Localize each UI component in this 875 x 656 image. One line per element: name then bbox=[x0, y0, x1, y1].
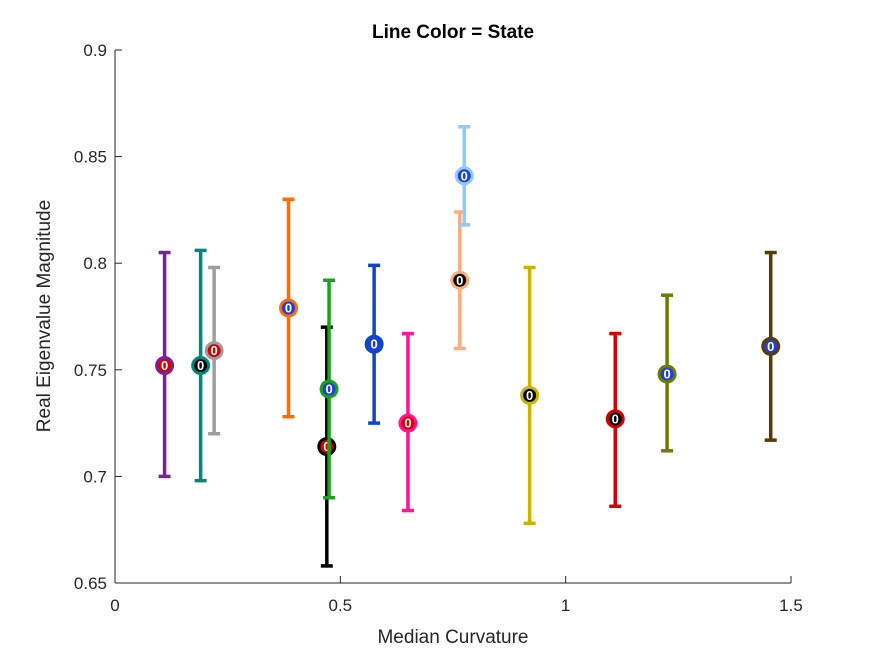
data-point: 0 bbox=[761, 250, 781, 442]
marker-dot bbox=[194, 359, 208, 373]
marker-dot bbox=[282, 301, 296, 315]
y-tick-label: 0.65 bbox=[74, 574, 107, 593]
y-tick-label: 0.7 bbox=[83, 467, 107, 486]
marker-label: 0 bbox=[371, 337, 378, 352]
marker-dot bbox=[453, 273, 467, 287]
marker-dot bbox=[367, 337, 381, 351]
y-tick-label: 0.85 bbox=[74, 148, 107, 167]
data-point: 0 bbox=[450, 210, 470, 351]
marker-label: 0 bbox=[526, 388, 533, 403]
marker-label: 0 bbox=[612, 411, 619, 426]
marker-dot bbox=[764, 339, 778, 353]
marker-label: 0 bbox=[323, 439, 330, 454]
data-point: 0 bbox=[520, 265, 540, 526]
marker-label: 0 bbox=[325, 381, 332, 396]
data-point: 0 bbox=[279, 197, 299, 419]
marker-dot bbox=[608, 412, 622, 426]
marker-dot bbox=[207, 344, 221, 358]
data-point: 0 bbox=[398, 331, 418, 513]
marker-label: 0 bbox=[663, 367, 670, 382]
axes: 0 0.5 1 1.5 0.65 0.7 0.75 0.8 0.85 0.9 bbox=[74, 41, 803, 615]
marker-label: 0 bbox=[461, 168, 468, 183]
data-point: 0 bbox=[155, 250, 175, 479]
data-point: 0 bbox=[191, 248, 211, 483]
data-point: 0 bbox=[204, 265, 224, 436]
marker-dot bbox=[158, 359, 172, 373]
marker-label: 0 bbox=[197, 358, 204, 373]
data-point: 0 bbox=[605, 331, 625, 508]
y-axis-label: Real Eigenvalue Magnitude bbox=[34, 200, 55, 432]
x-tick-label: 1.5 bbox=[779, 596, 803, 615]
y-tick-label: 0.75 bbox=[74, 361, 107, 380]
marker-dot bbox=[523, 388, 537, 402]
x-tick-label: 0.5 bbox=[329, 596, 353, 615]
y-tick-label: 0.9 bbox=[83, 41, 107, 60]
y-tick-label: 0.8 bbox=[83, 254, 107, 273]
marker-label: 0 bbox=[211, 343, 218, 358]
marker-label: 0 bbox=[285, 300, 292, 315]
x-tick-label: 0 bbox=[110, 596, 119, 615]
data-point: 0 bbox=[657, 293, 677, 453]
marker-label: 0 bbox=[767, 339, 774, 354]
data-point: 0 bbox=[364, 263, 384, 425]
data-point: 0 bbox=[317, 325, 337, 568]
chart-title: Line Color = State bbox=[372, 22, 534, 43]
marker-dot bbox=[322, 382, 336, 396]
data-point: 0 bbox=[454, 125, 474, 227]
x-tick-label: 1 bbox=[561, 596, 570, 615]
marker-label: 0 bbox=[404, 416, 411, 431]
marker-dot bbox=[401, 416, 415, 430]
marker-dot bbox=[457, 169, 471, 183]
marker-label: 0 bbox=[456, 273, 463, 288]
data-point: 0 bbox=[319, 278, 339, 500]
x-axis-label: Median Curvature bbox=[377, 627, 528, 648]
marker-label: 0 bbox=[161, 358, 168, 373]
marker-dot bbox=[660, 367, 674, 381]
